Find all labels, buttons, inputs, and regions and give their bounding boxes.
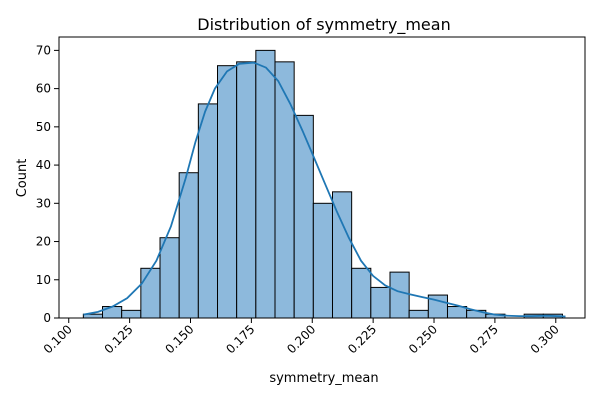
kde-curve	[83, 61, 566, 318]
chart-title: Distribution of symmetry_mean	[197, 15, 450, 35]
bars-group	[82, 49, 563, 319]
histogram-bar	[236, 61, 257, 319]
x-tick-label: 0.225	[345, 322, 379, 356]
histogram-bar	[389, 271, 410, 319]
y-tick-label: 40	[36, 158, 51, 172]
x-tick-label: 0.100	[41, 322, 75, 356]
y-tick-label: 10	[36, 273, 51, 287]
x-tick-label: 0.125	[102, 322, 136, 356]
histogram-bar	[178, 172, 199, 319]
histogram-bar	[408, 309, 429, 319]
histogram-bar	[159, 237, 180, 319]
histogram-bar	[197, 103, 219, 319]
y-tick-label: 60	[36, 82, 51, 96]
histogram-bar	[255, 49, 276, 319]
histogram-bar	[446, 306, 468, 319]
histogram-bar	[370, 286, 391, 319]
histogram-bar	[351, 267, 372, 319]
x-tick-label: 0.300	[528, 322, 562, 356]
y-axis-ticks: 0 10 20 30 40 50 60 70	[36, 43, 59, 325]
x-axis-label: symmetry_mean	[269, 371, 378, 386]
y-tick-label: 70	[36, 43, 51, 57]
histogram-bar	[217, 65, 238, 319]
x-tick-label: 0.275	[467, 322, 501, 356]
y-tick-label: 0	[43, 311, 51, 325]
x-axis-ticks: 0.100 0.125 0.150 0.175 0.200 0.225 0.250 0.275…	[41, 318, 562, 356]
histogram-bar	[312, 202, 333, 319]
histogram-bar	[121, 309, 142, 319]
histogram-bar	[274, 61, 295, 319]
y-tick-label: 30	[36, 196, 51, 210]
y-tick-label: 50	[36, 120, 51, 134]
histogram-bar	[140, 267, 161, 319]
x-tick-label: 0.250	[406, 322, 440, 356]
histogram-bar	[293, 114, 314, 319]
x-tick-label: 0.175	[223, 322, 257, 356]
x-tick-label: 0.150	[162, 322, 196, 356]
histogram-bar	[331, 191, 353, 319]
y-axis-label: Count	[15, 159, 30, 198]
x-tick-label: 0.200	[284, 322, 318, 356]
plot-frame	[58, 36, 586, 319]
y-tick-label: 20	[36, 235, 51, 249]
